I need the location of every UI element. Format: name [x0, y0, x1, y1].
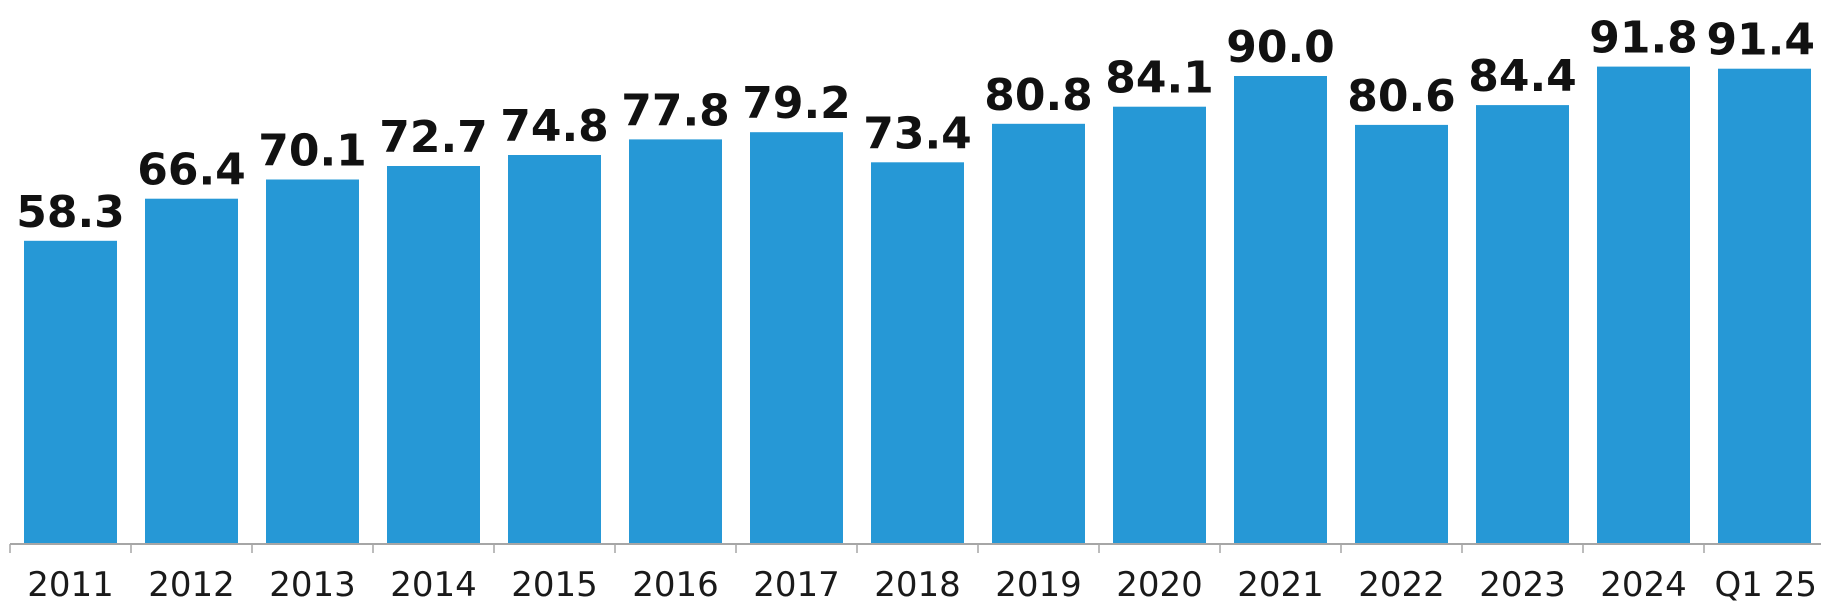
data-label: 74.8 [500, 101, 609, 152]
data-label: 72.7 [379, 112, 488, 163]
data-label: 77.8 [621, 85, 730, 136]
bar [24, 240, 117, 545]
x-tick-labels: 2011 2012 2013 2014 2015 2016 2017 2018 2019 2020… [27, 565, 1817, 605]
bars-layer [24, 66, 1811, 545]
bar [1234, 76, 1327, 544]
data-label: 80.6 [1347, 71, 1456, 122]
x-tick-label: 2014 [390, 565, 477, 605]
bar [1476, 105, 1569, 544]
bar [1355, 124, 1448, 545]
x-tick-label: 2019 [995, 565, 1082, 605]
bar [508, 155, 601, 544]
data-label: 90.0 [1226, 22, 1335, 73]
x-tick-label: 2018 [874, 565, 961, 605]
data-label: 79.2 [742, 78, 851, 129]
x-tick-label: 2024 [1600, 565, 1687, 605]
bar [145, 198, 238, 544]
bar [992, 123, 1085, 545]
data-label: 91.8 [1589, 13, 1698, 64]
x-tick-label: 2012 [148, 565, 235, 605]
data-label: 84.1 [1105, 53, 1214, 104]
bar [1113, 106, 1206, 544]
x-axis [9, 543, 1821, 553]
x-tick-label: 2023 [1479, 565, 1566, 605]
data-label: 70.1 [258, 126, 367, 177]
x-tick-label: 2015 [511, 565, 598, 605]
x-tick-label: 2020 [1116, 565, 1203, 605]
data-label: 80.8 [984, 70, 1093, 121]
x-tick-label: 2022 [1358, 565, 1445, 605]
value-labels-layer: 58.366.4 70.1 72.7 74.8 77.8 79.273.480.8 84.1… [16, 13, 1815, 238]
data-label: 73.4 [863, 108, 972, 159]
x-tick-label: 2011 [27, 565, 114, 605]
bar [750, 132, 843, 544]
data-label: 84.4 [1468, 51, 1577, 102]
x-tick-label: 2017 [753, 565, 840, 605]
bar [1718, 68, 1811, 544]
bar [266, 179, 359, 544]
bar [387, 166, 480, 544]
data-label: 58.3 [16, 187, 125, 238]
bar [1597, 66, 1690, 544]
x-tick-label: Q1 25 [1715, 565, 1817, 605]
x-tick-label: 2021 [1237, 565, 1324, 605]
bar [629, 139, 722, 544]
x-tick-label: 2013 [269, 565, 356, 605]
data-label: 66.4 [137, 145, 246, 196]
x-tick-label: 2016 [632, 565, 719, 605]
bar [871, 162, 964, 545]
data-label: 91.4 [1706, 15, 1815, 66]
